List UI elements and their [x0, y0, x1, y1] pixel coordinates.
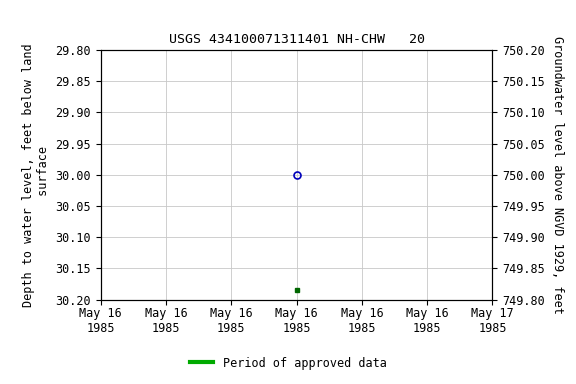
Y-axis label: Depth to water level, feet below land
 surface: Depth to water level, feet below land su…	[22, 43, 50, 306]
Title: USGS 434100071311401 NH-CHW   20: USGS 434100071311401 NH-CHW 20	[169, 33, 425, 46]
Legend: Period of approved data: Period of approved data	[185, 352, 391, 374]
Y-axis label: Groundwater level above NGVD 1929, feet: Groundwater level above NGVD 1929, feet	[551, 36, 563, 314]
